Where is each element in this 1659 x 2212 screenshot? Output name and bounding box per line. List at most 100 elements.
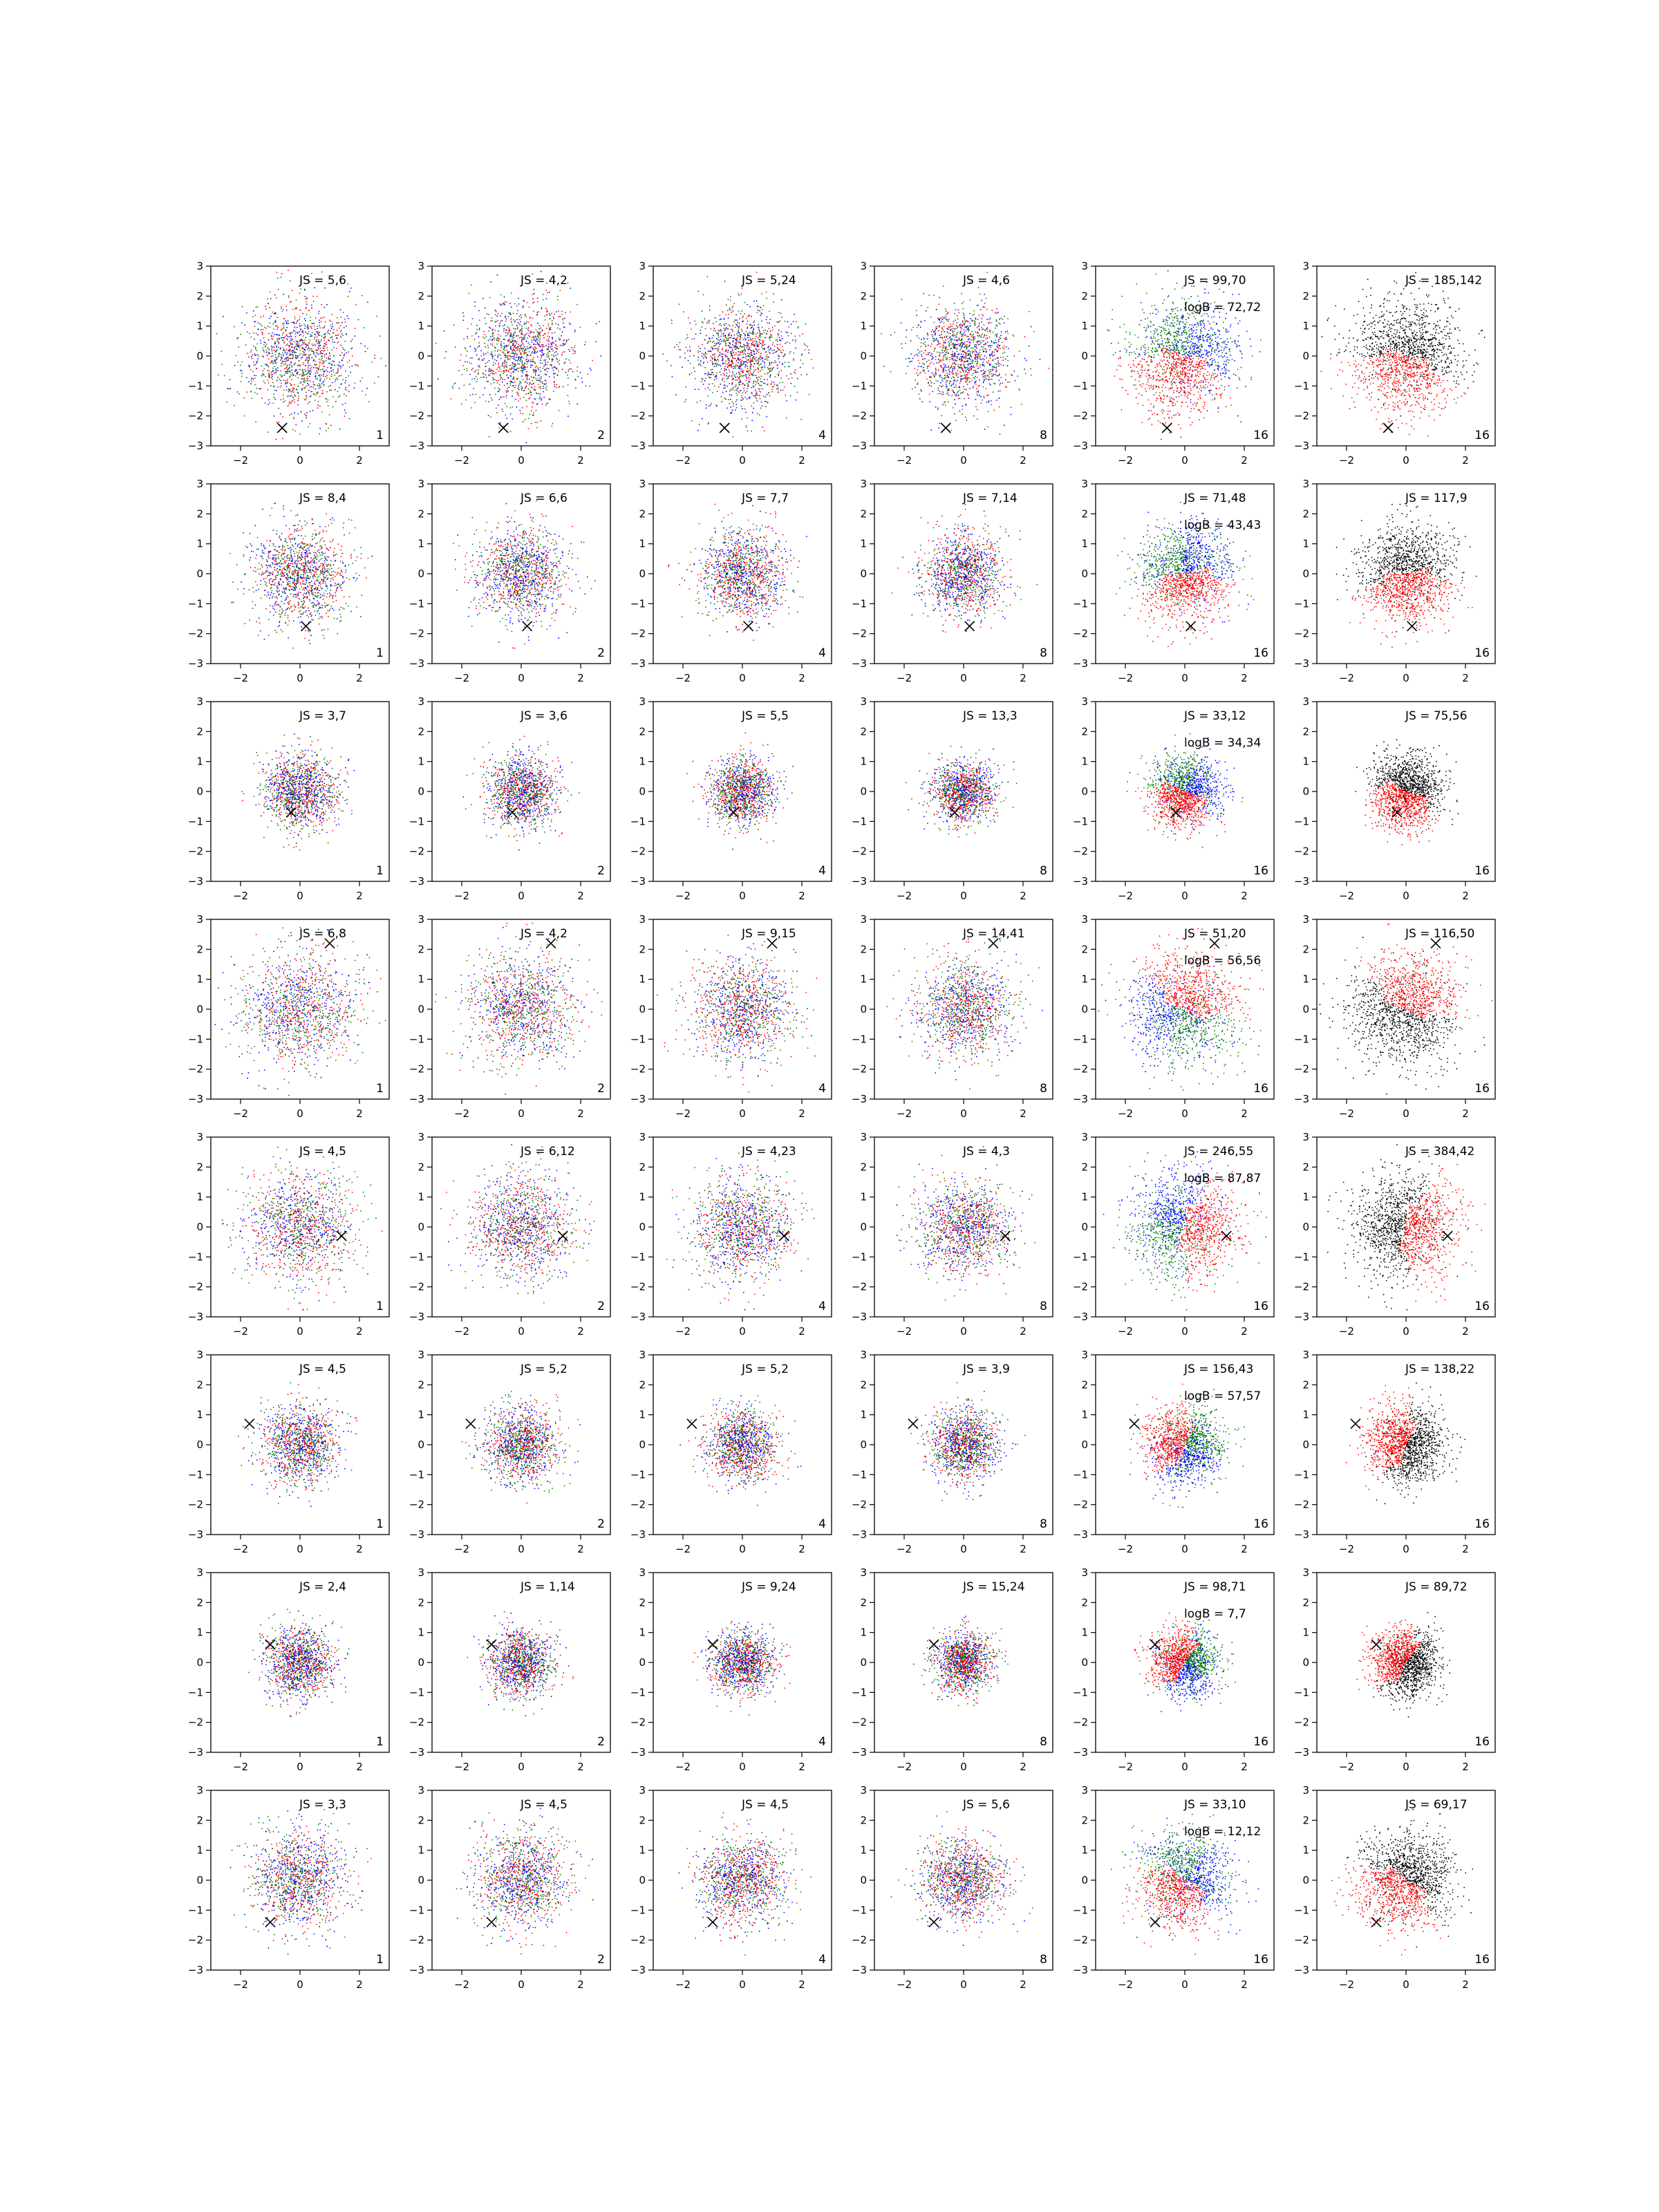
scatter-point bbox=[925, 350, 926, 351]
scatter-point bbox=[758, 341, 760, 343]
scatter-point bbox=[727, 373, 728, 374]
scatter-point bbox=[558, 371, 559, 372]
scatter-point bbox=[292, 347, 293, 348]
scatter-point bbox=[281, 276, 282, 278]
y-tick-label: 0 bbox=[639, 350, 646, 362]
scatter-point bbox=[779, 382, 780, 384]
scatter-point bbox=[728, 345, 729, 346]
scatter-point bbox=[475, 349, 476, 350]
scatter-point bbox=[294, 347, 295, 348]
scatter-point bbox=[973, 373, 974, 374]
scatter-point bbox=[741, 329, 742, 330]
scatter-point bbox=[679, 303, 680, 305]
scatter-point bbox=[336, 322, 337, 324]
scatter-point bbox=[515, 399, 516, 400]
scatter-point bbox=[306, 397, 308, 399]
scatter-point bbox=[267, 299, 268, 300]
scatter-point bbox=[963, 308, 964, 310]
scatter-point bbox=[537, 331, 538, 332]
scatter-point bbox=[1000, 383, 1001, 384]
scatter-point bbox=[538, 369, 540, 371]
scatter-point bbox=[758, 379, 759, 381]
scatter-point bbox=[744, 397, 746, 398]
scatter-point bbox=[938, 359, 939, 360]
scatter-point bbox=[940, 382, 941, 384]
scatter-point bbox=[705, 373, 706, 375]
scatter-point bbox=[353, 387, 355, 388]
scatter-point bbox=[565, 312, 566, 313]
scatter-point bbox=[950, 430, 952, 431]
scatter-point bbox=[540, 332, 541, 333]
scatter-point bbox=[523, 334, 524, 335]
scatter-point bbox=[521, 348, 523, 350]
scatter-point bbox=[932, 358, 933, 359]
scatter-point bbox=[760, 343, 762, 344]
scatter-point bbox=[291, 401, 292, 402]
scatter-point bbox=[932, 329, 933, 330]
scatter-point bbox=[1033, 331, 1035, 332]
scatter-point bbox=[1002, 382, 1003, 384]
scatter-point bbox=[537, 368, 538, 369]
scatter-point bbox=[968, 397, 969, 399]
scatter-point bbox=[536, 410, 537, 411]
scatter-point bbox=[469, 362, 470, 364]
scatter-point bbox=[250, 351, 252, 353]
scatter-point bbox=[759, 310, 760, 312]
scatter-point bbox=[503, 411, 504, 412]
scatter-point bbox=[240, 370, 241, 371]
scatter-point bbox=[556, 387, 557, 388]
scatter-point bbox=[493, 371, 494, 373]
scatter-point bbox=[937, 340, 939, 341]
scatter-point bbox=[492, 336, 494, 337]
scatter-point bbox=[276, 422, 278, 423]
scatter-points bbox=[216, 270, 386, 440]
scatter-point bbox=[747, 353, 749, 355]
scatter-point bbox=[568, 349, 570, 350]
scatter-point bbox=[556, 346, 558, 348]
scatter-point bbox=[742, 346, 744, 348]
scatter-point bbox=[345, 412, 346, 413]
scatter-point bbox=[728, 350, 729, 351]
scatter-point bbox=[973, 387, 974, 388]
scatter-point bbox=[766, 297, 767, 299]
scatter-point bbox=[760, 353, 762, 355]
scatter-point bbox=[322, 360, 324, 362]
scatter-point bbox=[378, 376, 379, 377]
scatter-point bbox=[236, 338, 238, 339]
scatter-point bbox=[498, 355, 500, 356]
scatter-point bbox=[948, 353, 949, 355]
scatter-point bbox=[518, 344, 519, 345]
scatter-point bbox=[300, 288, 301, 290]
scatter-point bbox=[498, 341, 500, 342]
scatter-point bbox=[307, 380, 308, 382]
scatter-point bbox=[953, 392, 955, 393]
scatter-point bbox=[572, 349, 574, 350]
scatter-point bbox=[291, 379, 292, 380]
scatter-point bbox=[995, 364, 997, 365]
scatter-point bbox=[744, 375, 746, 376]
scatter-point bbox=[686, 335, 688, 336]
scatter-point bbox=[533, 336, 534, 337]
scatter-point bbox=[338, 397, 339, 398]
scatter-point bbox=[305, 365, 306, 366]
scatter-point bbox=[535, 348, 536, 350]
scatter-point bbox=[326, 402, 328, 403]
scatter-point bbox=[536, 422, 538, 423]
scatter-point bbox=[522, 413, 523, 415]
scatter-point bbox=[256, 375, 257, 377]
scatter-point bbox=[290, 374, 292, 375]
scatter-point bbox=[522, 372, 523, 373]
scatter-point bbox=[470, 357, 471, 359]
scatter-point bbox=[509, 368, 511, 370]
scatter-point bbox=[720, 355, 721, 356]
scatter-point bbox=[722, 373, 724, 374]
scatter-point bbox=[498, 388, 499, 389]
scatter-point bbox=[290, 281, 291, 282]
scatter-point bbox=[928, 335, 929, 336]
scatter-point bbox=[948, 341, 949, 343]
scatter-point bbox=[492, 345, 494, 346]
scatter-point bbox=[536, 404, 538, 405]
scatter-point bbox=[968, 341, 970, 342]
scatter-point bbox=[267, 379, 268, 381]
scatter-point bbox=[352, 339, 353, 340]
